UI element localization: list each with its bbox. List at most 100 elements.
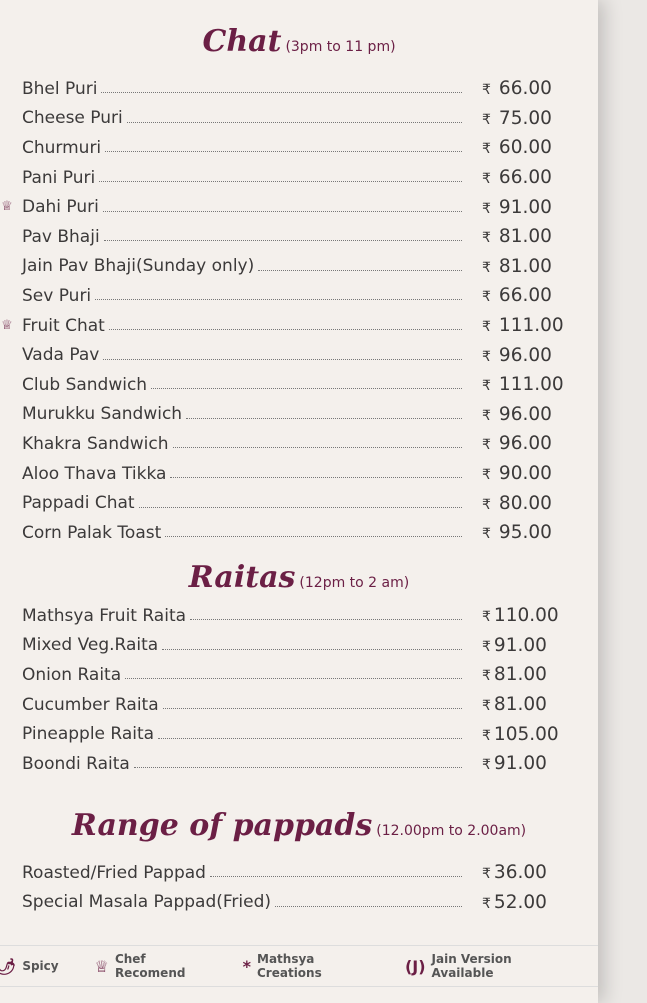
item-name: Vada Pav — [22, 345, 100, 366]
price-value: 81.00 — [498, 255, 552, 277]
menu-page: Chat (3pm to 11 pm) Bhel Puri ₹66.00 Cheese… — [0, 24, 598, 987]
menu-item: Pav Bhaji ₹81.00 — [22, 222, 570, 252]
item-name: Special Masala Pappad(Fried) — [22, 892, 272, 913]
dot-leader — [275, 905, 462, 907]
chili-icon: 🌶 — [0, 956, 17, 976]
item-name: Fruit Chat — [22, 315, 105, 336]
price-value: 52.00 — [493, 891, 547, 913]
asterisk-icon: * — [242, 956, 251, 976]
item-price: ₹91.00 — [462, 197, 570, 218]
price-value: 90.00 — [498, 463, 552, 485]
menu-item: Jain Pav Bhaji(Sunday only) ₹81.00 — [22, 252, 570, 282]
item-price: ₹66.00 — [462, 78, 570, 99]
rupee-icon: ₹ — [482, 496, 491, 513]
legend: 🌶 Spicy ♕ Chef Recomend * Mathsya Creations (J… — [0, 945, 598, 987]
menu-item: Pappadi Chat ₹80.00 — [22, 488, 570, 518]
section-title-pappads: Range of pappads (12.00pm to 2.00am) — [71, 808, 527, 843]
item-name: Roasted/Fried Pappad — [22, 862, 206, 883]
rupee-icon: ₹ — [482, 171, 491, 188]
dot-leader — [190, 619, 462, 621]
rupee-icon: ₹ — [482, 200, 491, 217]
item-price: ₹60.00 — [462, 137, 570, 158]
item-name: Cheese Puri — [22, 108, 123, 129]
price-value: 96.00 — [498, 344, 552, 366]
item-price: ₹81.00 — [462, 256, 570, 277]
dot-leader — [103, 358, 462, 360]
rupee-icon: ₹ — [482, 526, 491, 543]
item-name: Club Sandwich — [22, 374, 148, 395]
legend-label: Mathsya Creations — [257, 952, 322, 980]
rupee-icon: ₹ — [482, 289, 491, 306]
item-price: ₹91.00 — [462, 753, 570, 774]
jain-icon: (J) — [404, 956, 426, 976]
rupee-icon: ₹ — [482, 378, 491, 395]
item-price: ₹81.00 — [462, 694, 570, 715]
rupee-icon: ₹ — [482, 757, 491, 774]
price-value: 81.00 — [498, 226, 552, 248]
rupee-icon: ₹ — [482, 467, 491, 484]
menu-item: ♕ Dahi Puri ₹91.00 — [1, 192, 570, 222]
menu-item: Pani Puri ₹66.00 — [22, 163, 570, 193]
item-name: Onion Raita — [22, 664, 122, 685]
rupee-icon: ₹ — [482, 82, 491, 99]
price-value: 81.00 — [493, 694, 547, 716]
dot-leader — [101, 92, 462, 94]
dot-leader — [126, 121, 462, 123]
menu-item: Khakra Sandwich ₹96.00 — [22, 429, 570, 459]
chat-list: Bhel Puri ₹66.00 Cheese Puri ₹75.00 Churmuri… — [1, 74, 570, 548]
rupee-icon: ₹ — [482, 866, 491, 883]
price-value: 111.00 — [498, 315, 564, 337]
rupee-icon: ₹ — [482, 141, 491, 158]
menu-item: Mathsya Fruit Raita ₹110.00 — [22, 601, 570, 631]
item-price: ₹36.00 — [462, 862, 570, 883]
item-price: ₹96.00 — [462, 345, 570, 366]
price-value: 105.00 — [493, 723, 559, 745]
dot-leader — [209, 876, 462, 878]
chef-hat-icon: ♕ — [1, 317, 13, 333]
menu-item: Cheese Puri ₹75.00 — [22, 104, 570, 134]
rupee-icon: ₹ — [482, 319, 491, 336]
item-name: Cucumber Raita — [22, 694, 159, 715]
item-name: Mixed Veg.Raita — [22, 635, 159, 656]
item-price: ₹96.00 — [462, 404, 570, 425]
rupee-icon: ₹ — [482, 895, 491, 912]
item-name: Aloo Thava Tikka — [22, 463, 167, 484]
dot-leader — [95, 299, 462, 301]
price-value: 91.00 — [493, 753, 547, 775]
item-name: Dahi Puri — [22, 197, 99, 218]
rupee-icon: ₹ — [482, 348, 491, 365]
legend-item: * Mathsya Creations — [243, 952, 383, 980]
price-value: 66.00 — [498, 167, 552, 189]
item-price: ₹66.00 — [462, 285, 570, 306]
item-name: Mathsya Fruit Raita — [22, 605, 187, 626]
dot-leader — [138, 506, 462, 508]
menu-item: Cucumber Raita ₹81.00 — [22, 690, 570, 720]
legend-item: 🌶 Spicy — [0, 957, 65, 976]
menu-item: Murukku Sandwich ₹96.00 — [22, 400, 570, 430]
rupee-icon: ₹ — [482, 111, 491, 128]
item-name: Khakra Sandwich — [22, 433, 169, 454]
item-price: ₹96.00 — [462, 433, 570, 454]
rupee-icon: ₹ — [482, 668, 491, 685]
item-price: ₹52.00 — [462, 892, 570, 913]
price-value: 60.00 — [498, 137, 552, 159]
dot-leader — [170, 477, 462, 479]
item-name: Bhel Puri — [22, 78, 98, 99]
legend-label: Jain Version Available — [431, 952, 512, 980]
rupee-icon: ₹ — [482, 727, 491, 744]
legend-item: (J) Jain Version Available — [405, 952, 576, 980]
menu-item: ♕ Fruit Chat ₹111.00 — [1, 311, 570, 341]
item-name: Corn Palak Toast — [22, 522, 162, 543]
item-price: ₹66.00 — [462, 167, 570, 188]
price-value: 81.00 — [493, 664, 547, 686]
item-name: Murukku Sandwich — [22, 404, 183, 425]
item-price: ₹91.00 — [462, 635, 570, 656]
legend-item: ♕ Chef Recomend — [95, 952, 221, 980]
rupee-icon: ₹ — [482, 698, 491, 715]
price-value: 36.00 — [493, 862, 547, 884]
legend-label: Spicy — [22, 959, 59, 973]
dot-leader — [133, 767, 462, 769]
item-name: Boondi Raita — [22, 753, 130, 774]
item-name: Sev Puri — [22, 285, 92, 306]
item-name: Pappadi Chat — [22, 493, 135, 514]
